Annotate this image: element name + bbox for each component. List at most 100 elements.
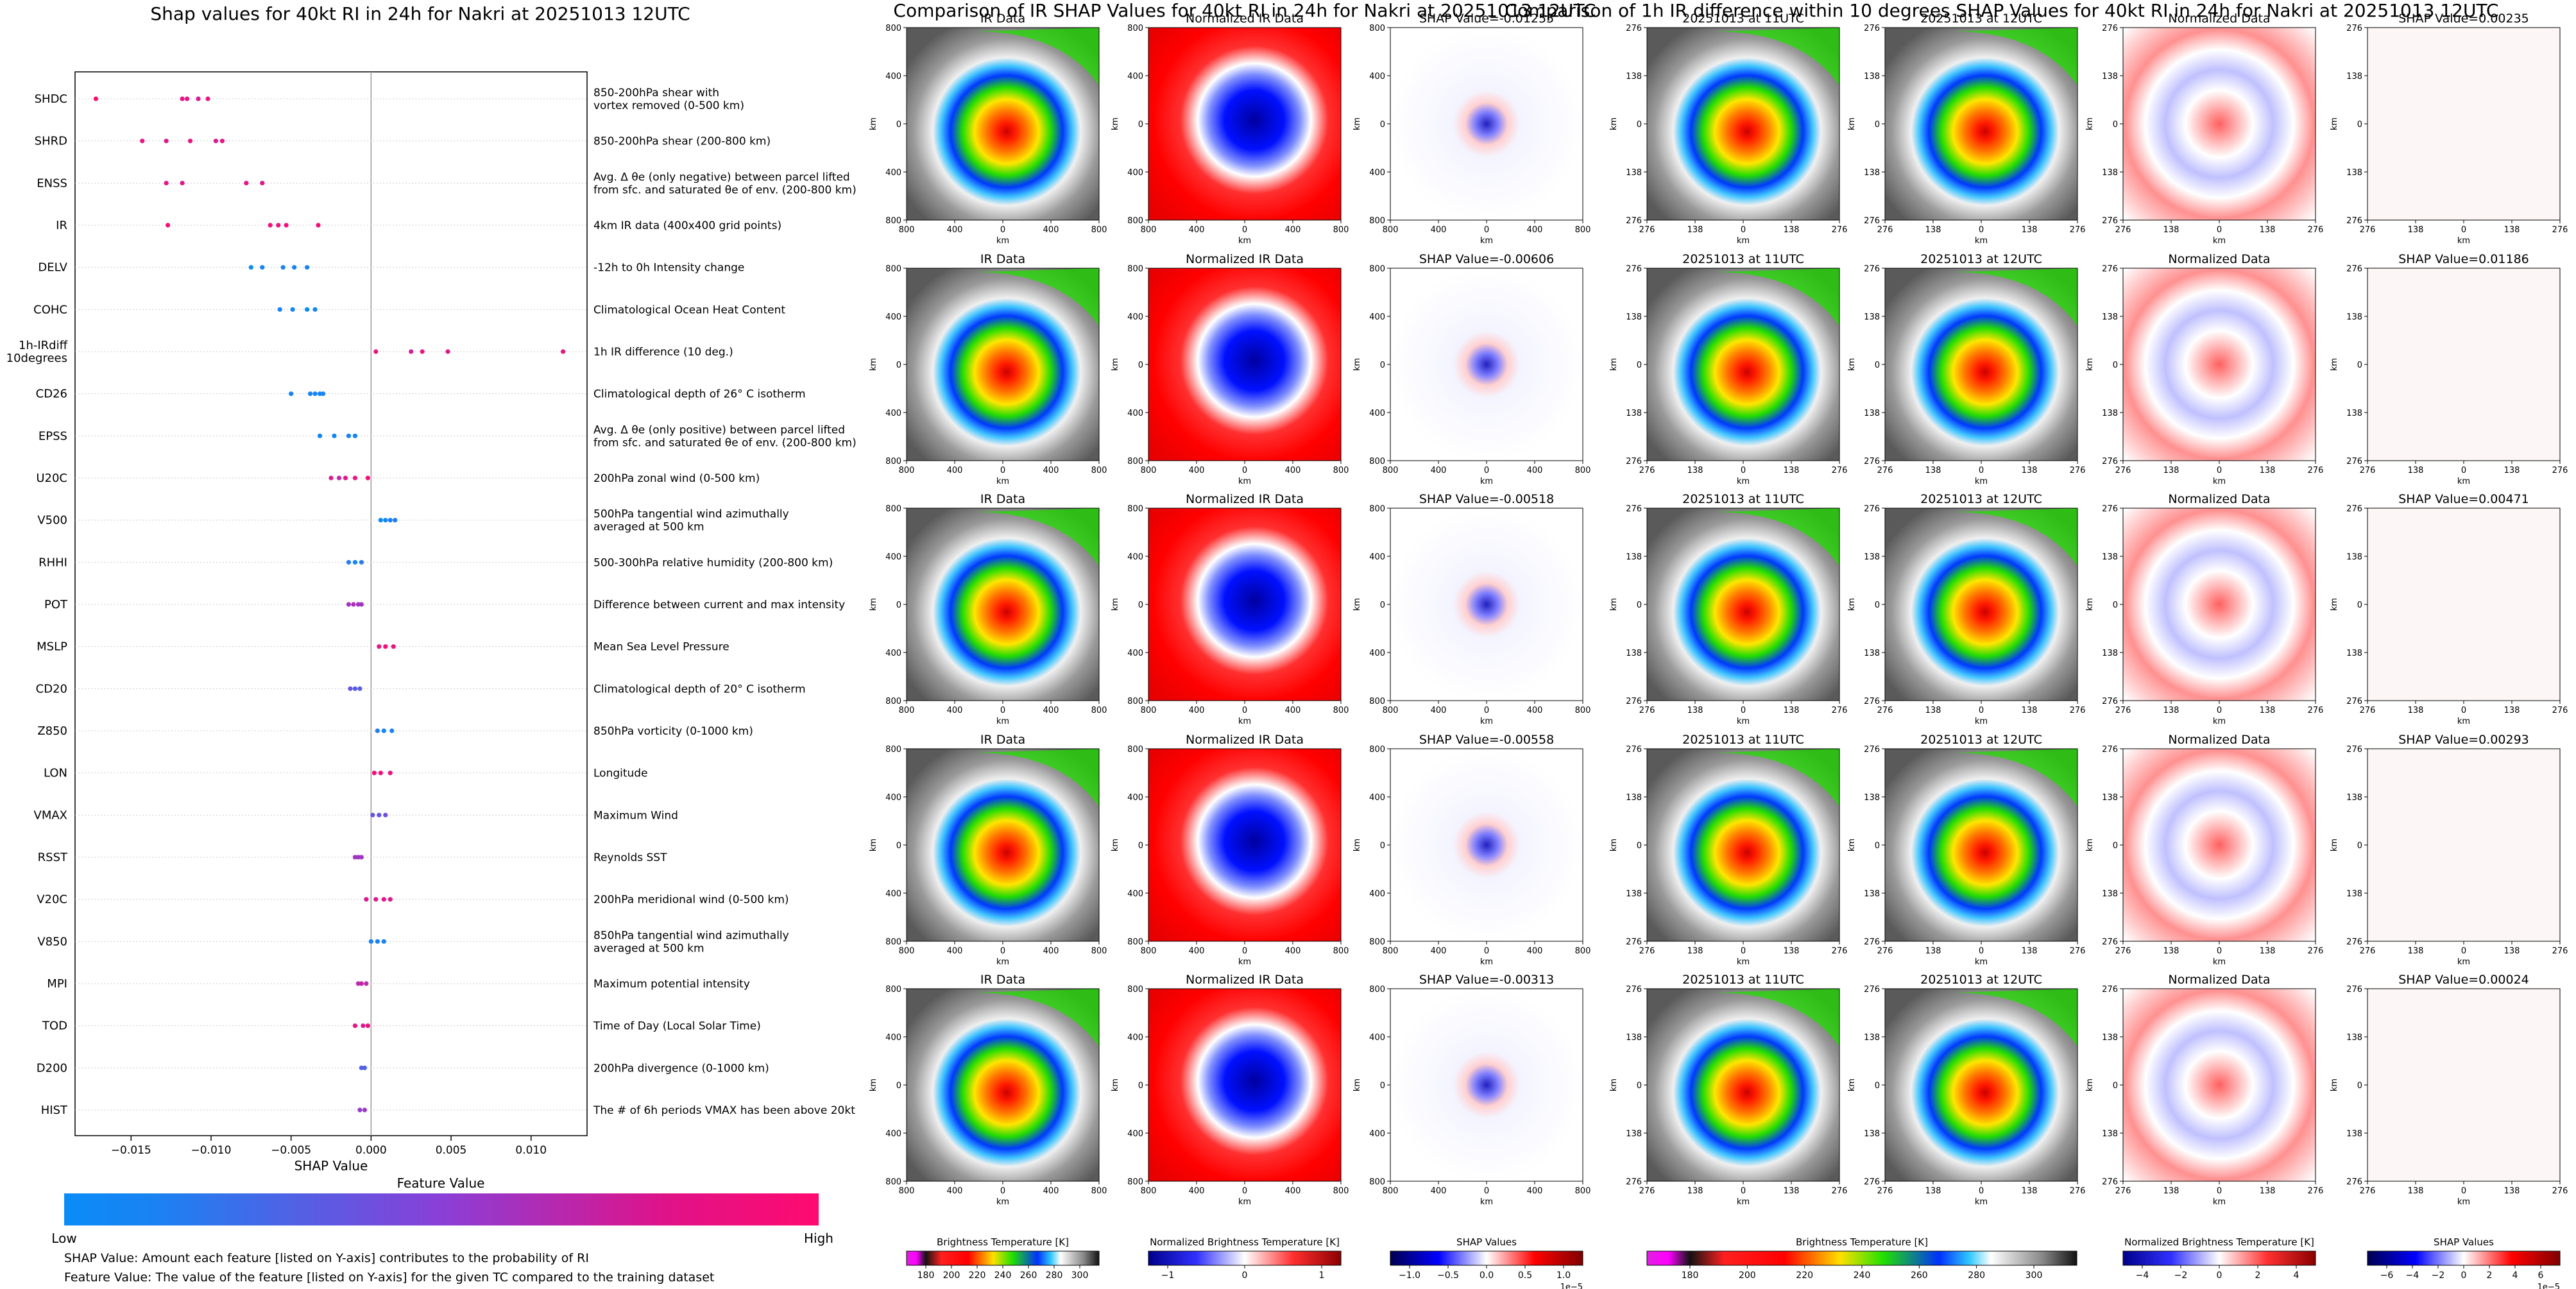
- colorbar-tick-label: 0: [1242, 1270, 1248, 1281]
- colorbar-high-label: High: [804, 1231, 833, 1246]
- normalized-ir-title: Normalized IR Data: [1186, 733, 1304, 747]
- x-tick-label: 800: [1141, 466, 1157, 475]
- x-tick-label: 800: [899, 706, 915, 715]
- x-axis-label: km: [1737, 1197, 1750, 1207]
- normalized-ir-title: Normalized IR Data: [1186, 492, 1304, 506]
- y-axis-label: km: [1609, 117, 1619, 130]
- y-tick-label: 800: [1127, 216, 1143, 226]
- y-tick-label: 0: [1138, 120, 1143, 130]
- x-tick-label: 400: [1043, 466, 1059, 475]
- x-tick-label: 276: [2308, 946, 2324, 956]
- x-tick-label: 276: [2070, 225, 2086, 235]
- x-axis-label: km: [1238, 236, 1251, 246]
- y-tick-label: 800: [1369, 216, 1385, 226]
- colorbar-label: Normalized Brightness Temperature [K]: [1150, 1236, 1340, 1248]
- y-axis-label: km: [1847, 358, 1857, 371]
- ir-shap-image: [1390, 28, 1583, 220]
- shap-point: [320, 391, 326, 397]
- shap-point: [378, 518, 383, 523]
- x-tick-label: 138: [2408, 225, 2424, 235]
- y-tick-label: 400: [1369, 793, 1385, 803]
- feature-name-label: SHRD: [35, 135, 67, 148]
- y-tick-label: 138: [1626, 312, 1642, 322]
- shap-point: [332, 433, 337, 438]
- normalized-diff-image: [2123, 268, 2316, 461]
- feature-name-label: D200: [37, 1061, 67, 1075]
- x-tick-label: 0: [1000, 225, 1005, 235]
- shap-point: [346, 559, 352, 565]
- y-tick-label: 0: [2113, 601, 2118, 610]
- colorbar-tick-label: 4: [2512, 1270, 2518, 1281]
- x-tick-label: 138: [2504, 225, 2520, 235]
- cloud-band: [1714, 749, 1839, 807]
- x-tick-label: 400: [1431, 225, 1447, 235]
- x-tick-label: 400: [1431, 1186, 1447, 1196]
- colorbar-tick-label: 280: [1968, 1270, 1985, 1281]
- y-tick-label: 138: [1864, 168, 1880, 178]
- ir-12utc-title: 20251013 at 12UTC: [1920, 252, 2042, 266]
- y-tick-label: 276: [2102, 504, 2118, 514]
- y-tick-label: 276: [2102, 937, 2118, 947]
- x-axis-label: km: [1975, 477, 1988, 486]
- shap-point: [383, 518, 388, 523]
- shap-point: [184, 96, 190, 101]
- y-tick-label: 800: [1369, 457, 1385, 466]
- colorbar-tick-label: 300: [2026, 1270, 2043, 1281]
- colorbar-tick-label: 0.0: [1480, 1270, 1494, 1281]
- shap-point: [359, 855, 364, 860]
- feature-description-label: 850-200hPa shear (200-800 km): [593, 135, 771, 148]
- x-tick-label: 0: [1979, 946, 1984, 956]
- shap-point: [377, 812, 382, 817]
- feature-description-label: 1h IR difference (10 deg.): [593, 346, 733, 359]
- colorbar-tick-label: −4: [2406, 1270, 2419, 1281]
- colorbar-tick-label: −4: [2136, 1270, 2149, 1281]
- y-tick-label: 400: [1127, 312, 1143, 322]
- y-tick-label: 800: [1369, 504, 1385, 514]
- shap-point: [304, 265, 310, 270]
- y-tick-label: 0: [896, 361, 901, 370]
- x-tick-label: 138: [2163, 466, 2179, 475]
- feature-value-note: Feature Value: The value of the feature …: [64, 1270, 715, 1285]
- y-tick-label: 400: [1127, 793, 1143, 803]
- x-tick-label: 276: [1832, 1186, 1848, 1196]
- x-tick-label: 800: [1333, 466, 1349, 475]
- normalized-ir-title: Normalized IR Data: [1186, 12, 1304, 26]
- shap-point: [375, 939, 380, 944]
- x-axis-label: km: [1737, 236, 1750, 246]
- x-tick-label: 800: [1091, 706, 1107, 715]
- shap-point: [364, 897, 369, 902]
- y-tick-label: 0: [1637, 841, 1642, 851]
- y-tick-label: 138: [1626, 552, 1642, 562]
- y-tick-label: 400: [885, 409, 901, 418]
- ir-image: [907, 268, 1099, 461]
- y-axis-label: km: [1352, 117, 1362, 130]
- shap-point: [346, 602, 352, 607]
- y-tick-label: 276: [1864, 697, 1880, 706]
- feature-description-label: vortex removed (0-500 km): [593, 99, 744, 112]
- feature-name-label: MSLP: [37, 640, 67, 654]
- x-tick-label: 400: [1043, 1186, 1059, 1196]
- y-tick-label: 400: [1369, 312, 1385, 322]
- feature-description-label: 4km IR data (400x400 grid points): [593, 219, 781, 232]
- x-tick-label: 138: [2504, 466, 2520, 475]
- ir-image: [1647, 508, 1839, 701]
- ir-12utc-title: 20251013 at 12UTC: [1920, 733, 2042, 747]
- x-tick-label: 800: [1333, 946, 1349, 956]
- y-tick-label: 276: [2102, 24, 2118, 33]
- y-tick-label: 276: [1864, 937, 1880, 947]
- x-tick-label: 138: [1687, 706, 1703, 715]
- x-tick-label: 138: [2022, 225, 2038, 235]
- x-axis-label: km: [1480, 957, 1493, 967]
- x-tick-label: 800: [899, 225, 915, 235]
- shap-point: [381, 897, 386, 902]
- shap-point: [289, 391, 294, 397]
- y-tick-label: 800: [1127, 697, 1143, 706]
- y-tick-label: 138: [1626, 1033, 1642, 1043]
- normalized-ir-title: Normalized IR Data: [1186, 973, 1304, 987]
- y-tick-label: 400: [1369, 72, 1385, 81]
- ir-shap-image: [1390, 749, 1583, 941]
- x-axis-label: km: [2457, 1197, 2470, 1207]
- shap-point: [312, 391, 318, 397]
- diff-shap-image: [2367, 508, 2560, 701]
- normalized-diff-image: [2123, 989, 2316, 1181]
